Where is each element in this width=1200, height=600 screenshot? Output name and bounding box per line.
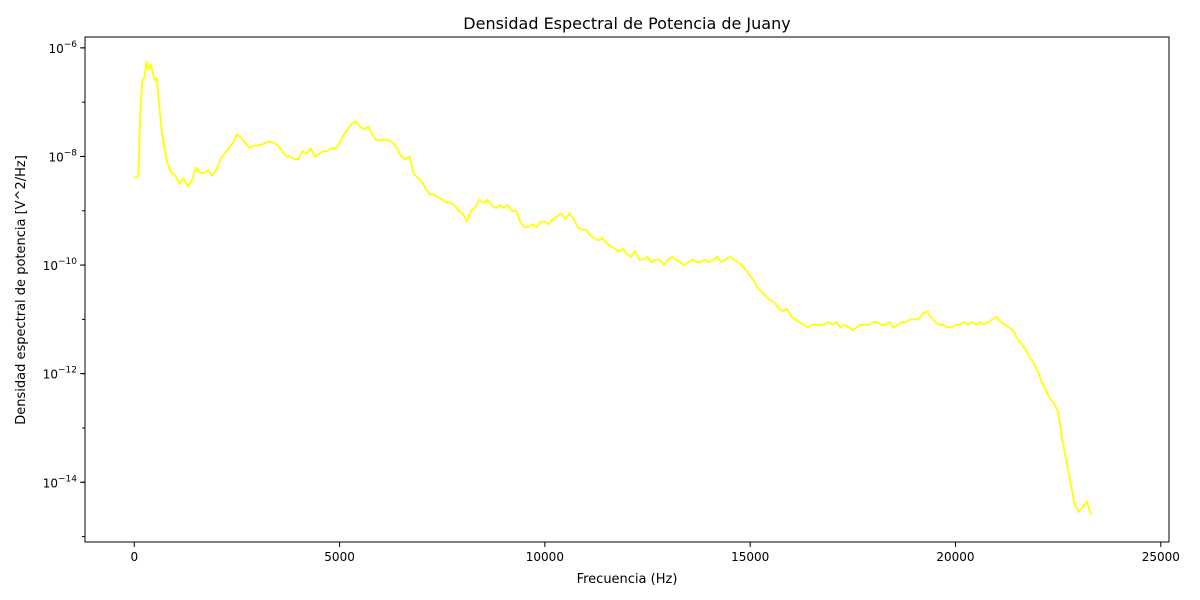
axes-frame (84, 36, 1170, 543)
y-tick-label-3: 10−12 (43, 366, 77, 382)
x-tick-label-5: 25000 (1142, 550, 1180, 564)
x-axis: 0 5000 10000 15000 20000 25000 (130, 542, 1180, 564)
x-tick-label-1: 5000 (324, 550, 355, 564)
y-tick-label-0: 10−6 (48, 40, 77, 56)
y-tick-label-1: 10−8 (48, 148, 77, 164)
chart-title: Densidad Espectral de Potencia de Juany (463, 14, 790, 33)
series-line-0 (133, 60, 1092, 516)
x-tick-label-0: 0 (130, 550, 138, 564)
y-tick-label-4: 10−14 (43, 474, 78, 490)
plot-area (84, 36, 1170, 543)
x-tick-label-4: 20000 (936, 550, 974, 564)
x-tick-label-2: 10000 (526, 550, 564, 564)
y-axis: 10−6 10−8 10−10 10−12 10−14 (43, 40, 85, 538)
series-layer (133, 60, 1092, 516)
x-axis-label: Frecuencia (Hz) (577, 572, 678, 587)
y-tick-label-2: 10−10 (43, 257, 78, 273)
x-tick-label-3: 15000 (731, 550, 769, 564)
y-axis-label: Densidad espectral de potencia [V^2/Hz] (14, 155, 29, 425)
